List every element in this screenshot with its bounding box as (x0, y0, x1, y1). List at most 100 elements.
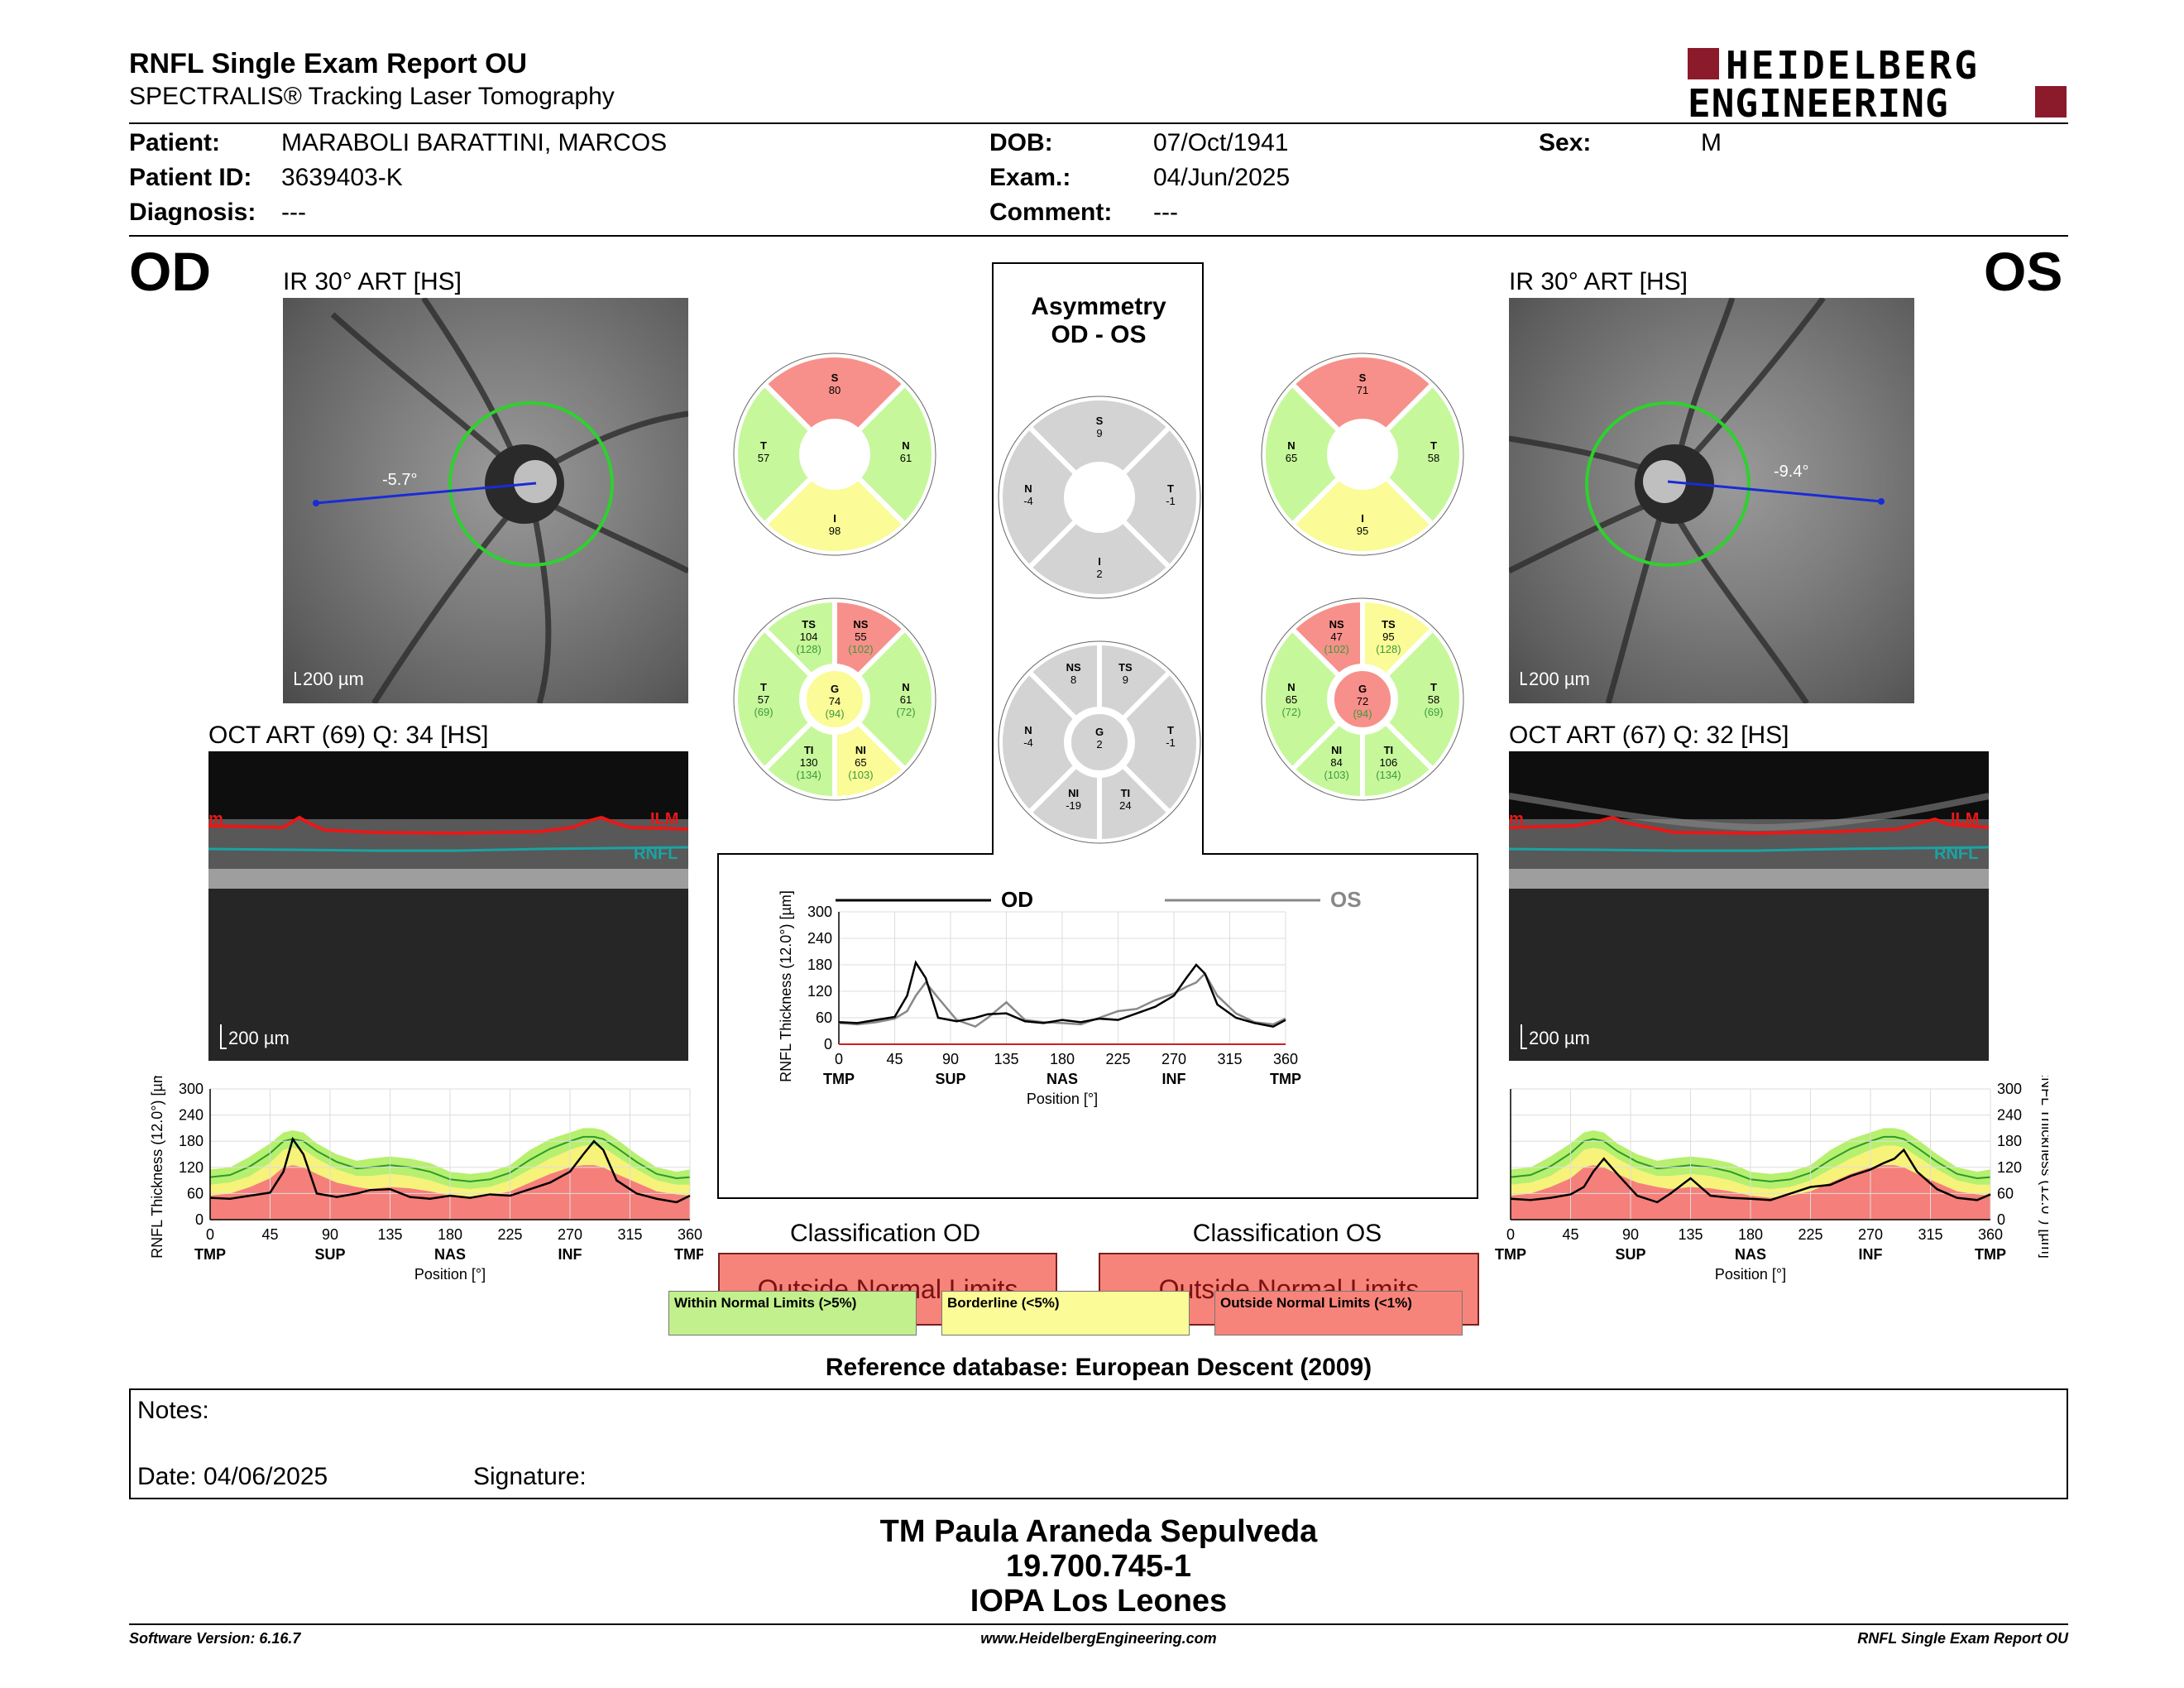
signer-name: TM Paula Araneda Sepulveda (879, 1514, 1318, 1549)
sector-n-value: N 61 (72) (896, 681, 915, 718)
region-label: SUP (314, 1246, 345, 1263)
ytick-label: 120 (1997, 1159, 2022, 1176)
patient-value: MARABOLI BARATTINI, MARCOS (281, 129, 668, 156)
os-rnfl-label: RNFL (1934, 845, 1978, 863)
os-eye-label: OS (1984, 241, 2063, 302)
od-eye-label: OD (129, 241, 211, 302)
sector-t-value: T 58 (1428, 439, 1439, 464)
ytick-label: 0 (1997, 1211, 2005, 1228)
ytick-label: 60 (816, 1009, 832, 1026)
sector-g-value: G 72 (94) (1353, 683, 1372, 720)
date-label: Date: 04/06/2025 (137, 1463, 328, 1490)
ytick-label: 0 (824, 1036, 832, 1053)
comment-value: --- (1153, 199, 1178, 226)
xtick-label: 360 (1273, 1051, 1298, 1067)
region-label: SUP (1615, 1246, 1645, 1263)
logo-text-top: HEIDELBERG (1726, 43, 1980, 88)
footer-software-version: Software Version: 6.16.7 (129, 1630, 301, 1647)
region-label: INF (1162, 1071, 1186, 1087)
report-title: RNFL Single Exam Report OU (129, 48, 528, 79)
series-line-od (209, 1136, 691, 1204)
patient-label: Patient: (129, 129, 221, 156)
sector-ti (1097, 762, 1174, 845)
xtick-label: 270 (558, 1226, 582, 1243)
notes-box[interactable]: Notes: Date: 04/06/2025 Signature: (129, 1388, 2068, 1499)
sector-ts (1360, 597, 1437, 679)
sector-i (760, 474, 909, 556)
x-axis-title: Position [°] (1715, 1266, 1786, 1283)
xtick-label: 135 (377, 1226, 402, 1243)
ytick-label: 60 (1997, 1185, 2014, 1201)
diagnosis-value: --- (281, 199, 306, 226)
region-label: NAS (1735, 1246, 1766, 1263)
ytick-label: 240 (1997, 1107, 2022, 1124)
sector-n-value: N 65 (1286, 439, 1297, 464)
dob-value: 07/Oct/1941 (1153, 129, 1289, 156)
exam-value: 04/Jun/2025 (1153, 164, 1291, 191)
xtick-label: 180 (438, 1226, 462, 1243)
signature-label: Signature: (473, 1463, 587, 1490)
xtick-label: 270 (1858, 1226, 1883, 1243)
patient-id-value: 3639403-K (281, 164, 403, 191)
logo-square-top (1688, 48, 1719, 79)
legend-borderline: Borderline (<5%) (941, 1291, 1190, 1336)
sector-t-value: T 57 (758, 439, 769, 464)
sector-s-value: S 71 (1357, 372, 1368, 396)
signature-block: TM Paula Araneda Sepulveda 19.700.745-1 … (129, 1514, 2068, 1618)
sector-ts-value: TS 104 (128) (796, 618, 821, 655)
region-label: TMP (674, 1246, 703, 1263)
od-oct-image: m ILM RNFL 200 µm (208, 751, 688, 1061)
sector-ni-value: NI -19 (1066, 787, 1081, 812)
classification-od-title: Classification OD (789, 1220, 981, 1247)
xtick-label: 315 (617, 1226, 642, 1243)
xtick-label: 360 (678, 1226, 702, 1243)
sector-ni (1025, 762, 1102, 845)
xtick-label: 270 (1161, 1051, 1186, 1067)
od-ir-label: IR 30° ART [HS] (283, 268, 462, 295)
sex-label: Sex: (1539, 129, 1592, 156)
sector-n (855, 380, 936, 529)
ytick-label: 180 (1997, 1133, 2022, 1149)
series-line-od (838, 960, 1286, 1028)
center-thickness-plot: 0 60 120 180 240 300 0 45 90 135 180 225 270 315 360 TM… (778, 887, 1362, 1107)
sector-ni-value: NI 84 (103) (1324, 744, 1348, 781)
ytick-label: 300 (807, 904, 832, 920)
sector-ts-value: TS 95 (128) (1376, 618, 1401, 655)
xtick-label: 135 (1678, 1226, 1703, 1243)
sector-i-value: I 98 (829, 512, 841, 537)
region-label: TMP (823, 1071, 855, 1087)
os-sector-chart: NS 47 (102) TS 95 (128) T 58 (69) TI 106 (134) NI 84(… (1261, 597, 1464, 802)
od-quadrant-chart: S 80 N 61 I 98 T 57 (733, 352, 936, 556)
asym-quadrant-chart: S 9 T -1 I 2 N -4 (998, 396, 1201, 599)
region-label: NAS (1046, 1071, 1078, 1087)
os-fundus-image: -9.4° 200 µm (1509, 298, 1914, 703)
series-line-os (1510, 1148, 1991, 1204)
footer-divider (129, 1623, 2068, 1625)
ytick-label: 0 (195, 1211, 204, 1228)
xtick-label: 45 (886, 1051, 903, 1067)
sector-i-value: I 95 (1357, 512, 1368, 537)
od-ir-scale: 200 µm (295, 669, 364, 690)
sector-ns (832, 597, 909, 679)
signer-org: IOPA Los Leones (970, 1584, 1228, 1618)
od-fundus-overlay: -5.7° (313, 298, 688, 703)
sector-i (1288, 474, 1437, 556)
sector-t (1382, 625, 1464, 774)
xtick-label: 225 (497, 1226, 522, 1243)
y-axis-title: RNFL Thickness (12.0°) [µm] (778, 890, 794, 1082)
xtick-label: 315 (1217, 1051, 1242, 1067)
region-label: TMP (1495, 1246, 1526, 1263)
heidelberg-logo: HEIDELBERG ENGINEERING (1688, 43, 2068, 126)
xtick-label: 90 (1622, 1226, 1639, 1243)
sector-ti-value: TI 24 (1119, 787, 1131, 812)
legend-os: OS (1330, 887, 1362, 912)
sector-t-value: T 57 (69) (754, 681, 773, 718)
sector-ni (832, 719, 909, 802)
sector-ni (1288, 719, 1365, 802)
sector-t-value: T -1 (1166, 482, 1176, 507)
os-fundus-overlay: -9.4° (1509, 298, 1885, 703)
asym-sector-chart: NS 8 TS 9 T -1 TI 24 NI -19 N -4 G 2 (998, 640, 1201, 845)
sector-n (855, 625, 936, 774)
sector-g (1331, 668, 1394, 731)
